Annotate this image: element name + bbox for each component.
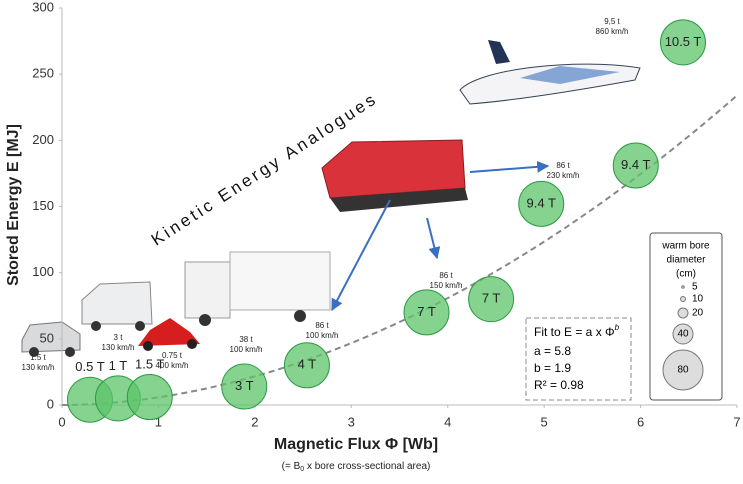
y-tick-label: 250 — [32, 66, 54, 81]
size-legend-label: 20 — [692, 308, 704, 319]
vehicle-annotation: 230 km/h — [547, 171, 580, 180]
size-legend-title: diameter — [667, 255, 707, 266]
size-legend-circle — [672, 323, 694, 345]
fit-exponent: b — [615, 323, 620, 332]
size-legend-circle — [677, 307, 689, 319]
x-tick-label: 1 — [155, 414, 162, 429]
y-tick-label: 50 — [40, 330, 54, 345]
vehicle-annotation: 3 t — [114, 333, 124, 342]
x-tick-label: 4 — [444, 414, 451, 429]
fit-r2: R² = 0.98 — [534, 378, 584, 392]
vehicle-annotation: 86 t — [439, 271, 453, 280]
bubble — [612, 142, 659, 189]
vehicle-annotation: 100 km/h — [306, 331, 339, 340]
size-legend-title: warm bore — [661, 241, 710, 252]
bubble-label: 0.5 T — [75, 359, 104, 374]
fit-formula: Fit to E = a x Φ — [534, 325, 615, 339]
bubble-label: 4 T — [298, 357, 317, 372]
y-axis-label: Stored Energy E [MJ] — [5, 124, 22, 286]
vehicle-annotation: 100 km/h — [230, 345, 263, 354]
bubble-label: 9.4 T — [527, 195, 556, 210]
fit-b: b = 1.9 — [534, 361, 571, 375]
sublabel-sub: 0 — [300, 466, 304, 473]
x-axis-sublabel: (= B0 x bore cross-sectional area) — [282, 461, 431, 473]
illustrations — [21, 40, 641, 357]
sublabel-part: (= B — [282, 461, 301, 472]
size-legend-label: 80 — [677, 365, 689, 376]
vehicle-annotation: 86 t — [556, 161, 570, 170]
fit-label: Fit to E = a x Φb — [534, 323, 620, 339]
x-axis-label: Magnetic Flux Φ [Wb] — [274, 436, 438, 453]
vehicle-annotation: 400 km/h — [156, 361, 189, 370]
fit-a: a = 5.8 — [534, 344, 571, 358]
vehicle-annotation: 9,5 t — [604, 17, 620, 26]
vehicle-annotation: 130 km/h — [22, 363, 55, 372]
vehicle-annotation: 130 km/h — [102, 343, 135, 352]
bubble — [403, 289, 450, 336]
bubble-label: 7 T — [482, 291, 501, 306]
bubble-label: 3 T — [235, 378, 254, 393]
x-tick-label: 3 — [348, 414, 355, 429]
size-legend-label: 40 — [677, 329, 689, 340]
size-legend-circle — [680, 296, 686, 302]
x-tick-label: 2 — [251, 414, 258, 429]
bubble — [221, 363, 268, 410]
size-legend-label: 5 — [692, 282, 698, 293]
bubble — [518, 180, 565, 227]
bubble — [283, 342, 330, 389]
fit-curve — [62, 94, 738, 406]
vehicle-annotation: 86 t — [315, 321, 329, 330]
x-tick-label: 6 — [637, 414, 644, 429]
bubble-label: 9.4 T — [621, 157, 650, 172]
y-tick-label: 0 — [47, 396, 54, 411]
size-legend-circle — [662, 349, 704, 391]
y-tick-label: 100 — [32, 264, 54, 279]
bubble-label: 1 T — [109, 358, 128, 373]
bubble — [126, 374, 173, 421]
x-tick-label: 0 — [58, 414, 65, 429]
vehicle-annotation: 150 km/h — [430, 281, 463, 290]
vehicle-annotation: 1.5 t — [30, 353, 46, 362]
y-tick-label: 300 — [32, 0, 54, 14]
size-legend-label: 10 — [692, 294, 704, 305]
bubble-label: 7 T — [417, 304, 436, 319]
y-tick-label: 200 — [32, 132, 54, 147]
sublabel-part: x bore cross-sectional area) — [304, 461, 430, 472]
bubble — [660, 19, 706, 66]
bubble-label: 1.5 T — [135, 356, 164, 371]
bubble-label: 10.5 T — [665, 34, 702, 49]
bubble — [468, 276, 515, 323]
arrow — [469, 160, 550, 173]
size-legend-title: (cm) — [676, 269, 696, 280]
vehicle-annotation: 860 km/h — [596, 27, 629, 36]
y-tick-label: 150 — [32, 198, 54, 213]
vehicle-annotation: 0.75 t — [162, 351, 183, 360]
arrow — [426, 217, 441, 260]
vehicle-annotation: 38 t — [239, 335, 253, 344]
x-tick-label: 5 — [541, 414, 548, 429]
size-legend-circle — [681, 285, 685, 289]
arrow — [331, 199, 391, 312]
fit-box — [525, 317, 632, 401]
x-tick-label: 7 — [733, 414, 740, 429]
